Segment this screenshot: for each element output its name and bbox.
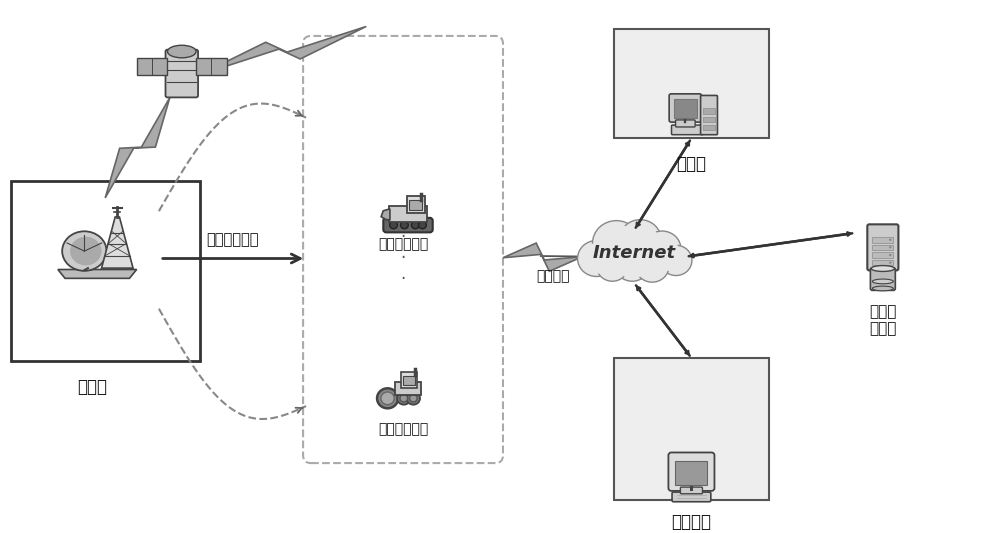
Polygon shape [614,29,769,138]
Circle shape [592,221,640,266]
FancyBboxPatch shape [872,260,893,265]
Circle shape [643,231,681,267]
FancyBboxPatch shape [872,252,893,258]
FancyBboxPatch shape [703,125,715,131]
Text: 总控中心: 总控中心 [671,513,711,531]
Circle shape [407,392,420,405]
FancyBboxPatch shape [395,382,421,395]
Circle shape [617,249,647,279]
Circle shape [580,243,613,274]
FancyBboxPatch shape [407,196,425,213]
FancyBboxPatch shape [703,117,715,122]
Ellipse shape [62,231,107,271]
Ellipse shape [872,286,893,291]
Ellipse shape [70,237,102,265]
FancyBboxPatch shape [672,125,703,135]
FancyBboxPatch shape [680,487,702,494]
Circle shape [410,394,417,402]
Text: 数据库
服务器: 数据库 服务器 [869,304,897,336]
FancyBboxPatch shape [870,268,895,290]
FancyBboxPatch shape [383,218,433,232]
Circle shape [622,223,658,256]
FancyBboxPatch shape [403,376,415,385]
Polygon shape [11,181,200,361]
FancyBboxPatch shape [672,492,711,502]
Polygon shape [196,58,227,75]
Circle shape [397,392,410,405]
Text: 分控站: 分控站 [676,155,706,173]
Circle shape [889,239,891,241]
Circle shape [401,221,408,229]
Circle shape [599,253,626,279]
Circle shape [578,240,615,277]
Text: ·
·
·: · · · [400,228,406,287]
Circle shape [390,221,397,229]
Circle shape [614,247,650,281]
Text: 无线网络: 无线网络 [536,269,569,283]
FancyBboxPatch shape [389,206,427,222]
FancyBboxPatch shape [669,94,702,122]
FancyBboxPatch shape [401,372,417,389]
FancyBboxPatch shape [675,461,707,485]
Circle shape [646,234,678,264]
Polygon shape [614,358,769,500]
Circle shape [596,251,628,281]
Text: 碾压机流动站: 碾压机流动站 [378,423,428,437]
FancyBboxPatch shape [409,200,422,210]
FancyBboxPatch shape [674,99,697,118]
FancyBboxPatch shape [166,50,198,98]
Circle shape [377,389,398,408]
FancyBboxPatch shape [703,108,715,114]
Circle shape [889,262,891,264]
Circle shape [662,247,690,273]
Circle shape [381,392,394,405]
Polygon shape [200,27,366,75]
Text: 平仓机流动站: 平仓机流动站 [378,237,428,251]
FancyBboxPatch shape [867,224,898,270]
Polygon shape [105,98,170,198]
Circle shape [660,245,692,276]
Circle shape [635,250,669,282]
Text: 基准站: 基准站 [77,378,107,396]
FancyBboxPatch shape [303,36,503,463]
Circle shape [889,246,891,248]
FancyBboxPatch shape [676,120,695,127]
Circle shape [889,254,891,256]
FancyBboxPatch shape [872,245,893,250]
FancyBboxPatch shape [701,95,717,135]
FancyBboxPatch shape [872,237,893,243]
Ellipse shape [872,279,893,284]
Polygon shape [503,243,583,271]
Polygon shape [137,58,167,75]
Ellipse shape [167,45,196,58]
Circle shape [400,394,408,402]
FancyBboxPatch shape [668,453,714,491]
Text: 定位差分信息: 定位差分信息 [207,232,259,247]
Text: Internet: Internet [593,244,676,262]
Polygon shape [58,270,137,278]
Circle shape [419,221,426,229]
Circle shape [596,224,637,263]
Circle shape [411,221,419,229]
Polygon shape [381,209,390,220]
Polygon shape [102,217,133,268]
Ellipse shape [871,265,895,271]
Circle shape [619,220,661,260]
Circle shape [638,253,667,280]
